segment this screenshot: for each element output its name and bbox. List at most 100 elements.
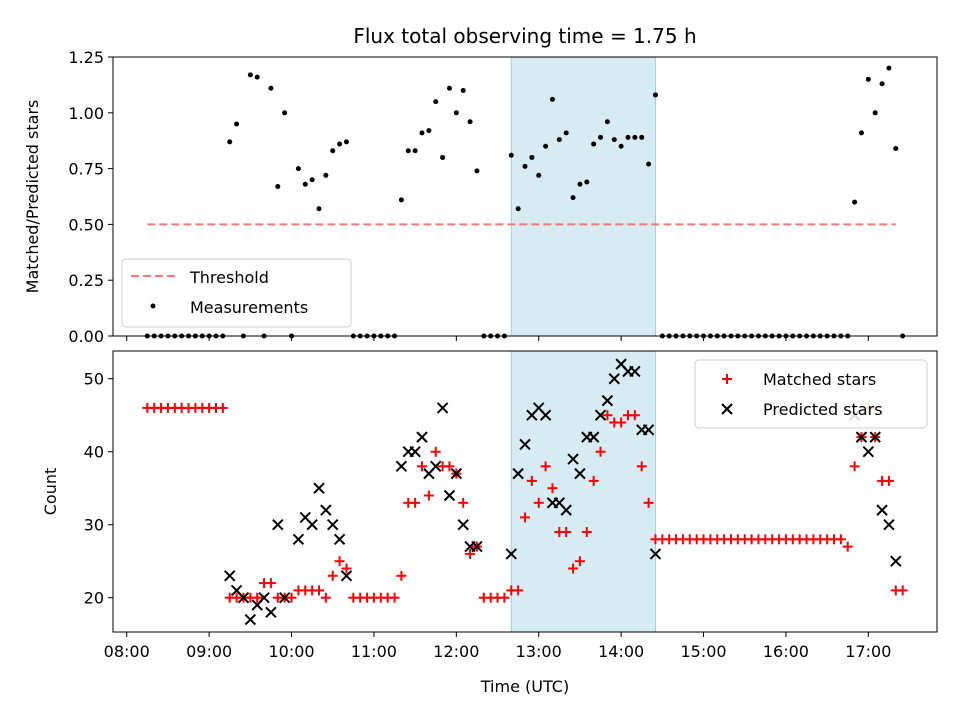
matched-star-point <box>389 592 400 603</box>
measurement-point <box>309 177 315 183</box>
matched-star-point <box>595 446 606 457</box>
matched-star-point <box>513 585 524 596</box>
predicted-star-point <box>327 519 339 531</box>
matched-star-point <box>423 490 434 501</box>
bottom-x-tick-label: 08:00 <box>104 642 150 661</box>
measurement-point <box>446 85 452 91</box>
predicted-star-point <box>505 548 517 560</box>
measurement-point <box>227 139 233 145</box>
legend-measurements-swatch <box>150 303 156 309</box>
predicted-star-point <box>869 431 881 443</box>
predicted-star-point <box>608 373 620 385</box>
matched-star-point <box>561 527 572 538</box>
predicted-star-point <box>265 606 277 619</box>
predicted-star-point <box>272 519 284 531</box>
measurement-point <box>412 148 418 154</box>
measurement-point <box>453 110 459 116</box>
bottom-y-tick-label: 40 <box>84 443 104 462</box>
measurement-point <box>337 141 343 147</box>
measurement-point <box>330 148 336 154</box>
legend-predicted-marker <box>721 403 733 415</box>
bottom-axis-ticks: 20 30 40 50 08:00 09:00 10:00 11:00 12:00 13:00 14… <box>84 370 892 661</box>
matched-star-point <box>842 541 853 552</box>
measurement-point <box>529 154 535 160</box>
matched-star-point <box>897 585 908 596</box>
predicted-star-point <box>890 555 902 567</box>
matched-star-point <box>265 578 276 589</box>
measurement-point <box>467 119 473 125</box>
top-y-tick-label: 0.50 <box>68 215 104 234</box>
measurement-point <box>234 121 240 127</box>
measurement-point <box>598 134 604 140</box>
matched-star-point <box>320 592 331 603</box>
bottom-x-tick-label: 11:00 <box>351 642 397 661</box>
predicted-star-point <box>333 533 346 546</box>
measurement-point <box>419 130 425 136</box>
predicted-star-point <box>395 460 408 473</box>
bottom-x-tick-label: 09:00 <box>186 642 232 661</box>
measurement-point <box>508 152 514 158</box>
predicted-star-point <box>883 519 895 531</box>
top-legend-box <box>121 258 352 328</box>
measurement-point <box>440 154 446 160</box>
matched-star-point <box>588 475 599 486</box>
measurement-point <box>522 163 528 169</box>
predicted-star-point <box>430 460 442 473</box>
measurement-point <box>556 137 562 143</box>
measurement-point <box>343 139 349 145</box>
predicted-star-point <box>237 591 250 604</box>
predicted-star-point <box>320 504 332 516</box>
legend-matched-swatch <box>722 374 732 384</box>
measurement-point <box>611 137 617 143</box>
matched-star-point <box>252 592 263 603</box>
measurement-point <box>460 87 466 93</box>
bottom-x-tick-label: 16:00 <box>763 642 809 661</box>
matched-star-point <box>286 592 297 603</box>
matched-star-point <box>341 563 352 574</box>
bottom-x-tick-label: 17:00 <box>845 642 891 661</box>
top-y-axis-label: Matched/Predicted stars <box>23 100 42 294</box>
measurement-point <box>254 74 260 80</box>
matched-star-point <box>643 497 654 508</box>
measurement-point <box>639 134 645 140</box>
matched-star-point <box>526 475 537 486</box>
top-y-tick-label: 0.25 <box>68 271 104 290</box>
matched-star-point <box>430 446 441 457</box>
measurement-point <box>879 81 885 87</box>
matched-star-point <box>444 461 455 472</box>
bottom-x-tick-label: 14:00 <box>598 642 644 661</box>
predicted-star-point <box>512 467 524 480</box>
measurement-point <box>323 172 329 178</box>
matched-star-point <box>883 475 894 486</box>
matched-star-point <box>417 461 427 472</box>
matched-star-point <box>636 461 647 472</box>
predicted-star-point <box>436 402 449 414</box>
measurement-point <box>865 76 871 82</box>
measurement-point <box>268 85 274 91</box>
measurement-point <box>591 141 597 147</box>
measurement-point <box>398 197 404 203</box>
bottom-panel: 20 30 40 50 08:00 09:00 10:00 11:00 12:00 13:00 14… <box>41 350 938 696</box>
x-axis-label: Time (UTC) <box>480 677 569 696</box>
predicted-star-point <box>574 467 586 480</box>
predicted-star-point <box>292 533 305 546</box>
measurement-point <box>549 96 555 102</box>
matched-star-point <box>327 570 338 581</box>
bottom-y-tick-label: 50 <box>84 370 104 389</box>
legend-threshold-label: Threshold <box>189 268 269 287</box>
predicted-star-point <box>306 519 318 531</box>
predicted-star-point <box>862 446 875 458</box>
bottom-x-tick-label: 12:00 <box>433 642 479 661</box>
measurement-point <box>646 161 652 167</box>
bottom-points-layer <box>142 358 908 626</box>
predicted-star-point <box>471 540 483 553</box>
chart-title: Flux total observing time = 1.75 h <box>353 24 696 48</box>
matched-star-point <box>465 548 476 559</box>
matched-star-point <box>410 497 421 508</box>
measurement-point <box>858 130 864 136</box>
predicted-star-point <box>278 591 291 604</box>
predicted-star-point <box>539 409 552 421</box>
matched-star-point <box>547 483 558 494</box>
top-plot-frame <box>112 56 938 337</box>
